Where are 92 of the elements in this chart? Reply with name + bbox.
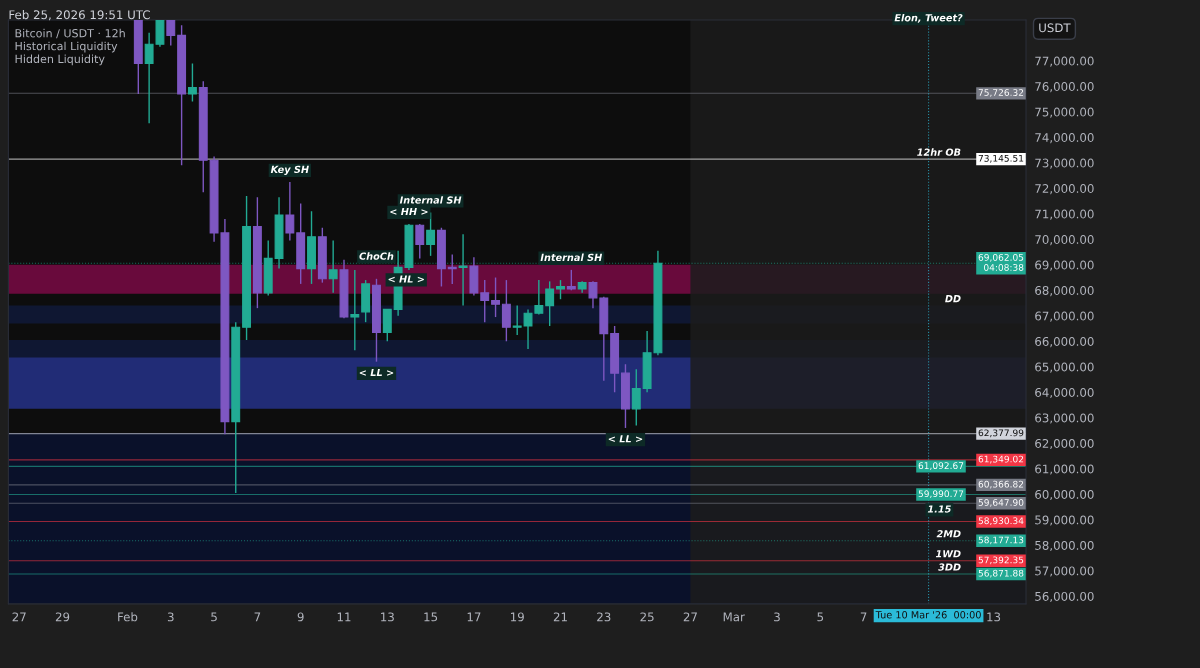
ref-line-label: 75,726.32 — [978, 89, 1024, 97]
y-tick-label: 68,000.00 — [1035, 286, 1094, 297]
x-tick-label: 3 — [774, 612, 780, 622]
x-tick-label: 7 — [254, 612, 261, 622]
annotation: 1.15 — [927, 505, 951, 513]
ref-line-label: 59,647.90 — [978, 499, 1024, 507]
x-tick-label: 17 — [467, 612, 481, 622]
ref-line-label: 61,092.67 — [918, 462, 964, 470]
annotation: < HL > — [388, 275, 424, 283]
y-tick-label: 75,000.00 — [1035, 107, 1094, 118]
y-tick-label: 63,000.00 — [1035, 413, 1094, 424]
x-tick-label: 11 — [337, 612, 351, 622]
x-tick-label: 19 — [510, 612, 524, 622]
y-tick-label: 60,000.00 — [1035, 489, 1094, 501]
y-tick-label: 74,000.00 — [1035, 133, 1094, 144]
y-axis-title: USDT — [1039, 23, 1071, 33]
annotation: < LL > — [359, 368, 394, 376]
y-tick-label: 71,000.00 — [1035, 209, 1094, 220]
ref-line-label: 58,930.34 — [978, 517, 1024, 526]
candlestick — [480, 279, 490, 323]
ref-line-label: 69,062.05 04:08:38 — [978, 253, 1024, 271]
y-tick-label: 73,000.00 — [1035, 158, 1094, 169]
ref-line-label: 62,377.99 — [978, 429, 1024, 438]
candlestick — [556, 279, 565, 300]
annotation: < HH > — [390, 207, 428, 216]
x-tick-label: 13 — [987, 612, 1001, 622]
y-tick-label: 56,000.00 — [1035, 591, 1094, 603]
ref-line-label: 73,145.51 — [978, 154, 1024, 163]
y-tick-label: 66,000.00 — [1035, 337, 1094, 348]
ref-line-label: 56,871.88 — [978, 569, 1024, 578]
ref-line-label: 59,990.77 — [918, 490, 964, 499]
annotation: 3DD — [938, 563, 961, 571]
ref-line-label: 61,349.02 — [978, 455, 1024, 464]
annotation: 12hr OB — [917, 148, 961, 156]
y-tick-label: 70,000.00 — [1035, 235, 1094, 246]
candlestick — [415, 223, 425, 260]
candlestick — [285, 181, 295, 242]
candlestick — [187, 62, 197, 103]
x-tick-label: 27 — [12, 612, 26, 622]
x-tick-label: 15 — [424, 612, 438, 622]
y-tick-label: 64,000.00 — [1035, 387, 1094, 399]
candlestick — [491, 276, 501, 318]
ref-line-label: 60,366.82 — [978, 480, 1024, 489]
y-tick-label: 65,000.00 — [1035, 362, 1094, 373]
x-tick-label: 5 — [817, 612, 824, 622]
y-tick-label: 76,000.00 — [1035, 82, 1094, 93]
y-tick-label: 67,000.00 — [1035, 311, 1094, 322]
x-tick-label: 7 — [860, 612, 867, 622]
annotation: < LL > — [608, 435, 643, 443]
x-tick-label: 5 — [211, 612, 217, 622]
candlestick — [382, 308, 392, 342]
annotation: ChoCh — [359, 252, 394, 260]
candlestick — [328, 239, 338, 294]
y-tick-label: 58,000.00 — [1035, 540, 1094, 552]
annotation: Key SH — [270, 165, 309, 175]
candlestick — [350, 269, 360, 351]
x-tick-label: 13 — [381, 612, 394, 622]
x-tick-label: Feb — [118, 612, 138, 622]
candlestick — [166, 20, 176, 47]
annotation: Elon, Tweet? — [894, 13, 963, 23]
chart-subtitle: Feb 25, 2026 19:51 UTC — [9, 10, 150, 21]
x-tick-label: 21 — [553, 612, 567, 622]
candlestick — [545, 280, 555, 327]
annotation: Internal SH — [399, 196, 462, 204]
annotation: Hidden Liquidity — [15, 54, 105, 66]
candlestick — [631, 368, 641, 427]
text: Bitcoin / USDT · 12h — [15, 28, 125, 39]
y-tick-label: 62,000.00 — [1035, 438, 1094, 450]
x-tick-label: 27 — [683, 612, 697, 622]
ref-line-label: Tue 10 Mar '26 00:00 — [875, 611, 981, 619]
annotation: 1WD — [935, 550, 961, 558]
x-tick-label: 25 — [640, 612, 654, 622]
x-tick-label: Mar — [723, 612, 745, 622]
annotation: 2MD — [936, 530, 961, 538]
y-tick-label: 77,000.00 — [1035, 56, 1094, 67]
y-tick-label: 61,000.00 — [1035, 464, 1094, 475]
ref-line-label: 58,177.13 — [978, 536, 1024, 545]
annotation: Internal SH — [540, 253, 603, 262]
annotation: Historical Liquidity — [15, 41, 118, 53]
annotation: DD — [945, 295, 961, 303]
x-tick-label: 23 — [597, 612, 611, 622]
x-tick-label: 9 — [297, 612, 304, 622]
y-tick-label: 59,000.00 — [1035, 515, 1094, 526]
y-tick-label: 72,000.00 — [1035, 184, 1094, 195]
x-tick-label: 3 — [167, 612, 174, 622]
ref-line-label: 57,392.35 — [978, 556, 1024, 565]
x-tick-label: 29 — [55, 612, 70, 622]
y-tick-label: 69,000.00 — [1035, 260, 1094, 271]
candlestick — [458, 233, 468, 307]
candlestick — [447, 253, 457, 285]
candlestick — [501, 279, 511, 342]
y-tick-label: 57,000.00 — [1035, 566, 1094, 577]
